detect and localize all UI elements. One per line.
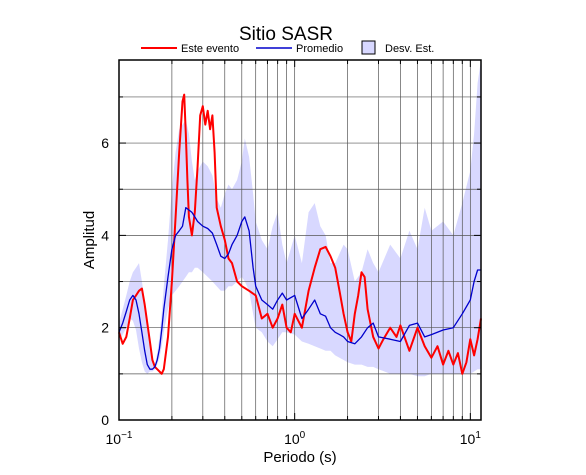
x-tick-label: 10−1 — [106, 430, 133, 447]
plot-area: 10−1 100 101 0 2 4 6 — [101, 59, 482, 447]
x-tick-label: 100 — [284, 430, 306, 447]
series-line-event — [118, 93, 482, 375]
axis-labels: Periodo (s) Amplitud — [81, 211, 337, 466]
chart-title: Sitio SASR — [239, 24, 333, 45]
legend-mean-label: Promedio — [296, 43, 343, 55]
legend-std-swatch — [361, 40, 376, 55]
y-tick-label: 0 — [101, 412, 109, 428]
std-band-layer — [119, 60, 481, 377]
legend: Este evento Promedio Desv. Est. — [141, 40, 434, 55]
ticks-layer: 10−1 100 101 0 2 4 6 — [101, 60, 481, 447]
series-layer — [118, 93, 482, 375]
legend-std-label: Desv. Est. — [385, 43, 434, 55]
plot-frame — [118, 59, 482, 421]
std-band-area — [119, 60, 481, 377]
x-tick-label: 101 — [460, 430, 482, 447]
y-tick-label: 2 — [101, 320, 109, 336]
y-tick-label: 6 — [101, 135, 109, 151]
legend-event-label: Este evento — [181, 43, 239, 55]
y-axis-label: Amplitud — [81, 211, 98, 269]
series-line-mean — [118, 207, 481, 370]
x-axis-label: Periodo (s) — [263, 449, 336, 466]
y-tick-label: 4 — [101, 227, 109, 243]
